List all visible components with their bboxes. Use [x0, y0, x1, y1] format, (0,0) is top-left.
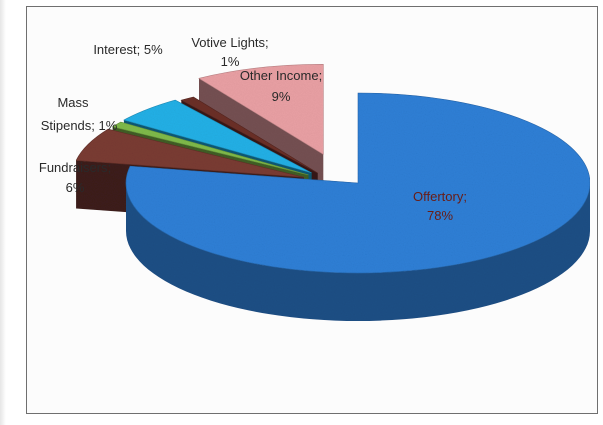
- fundraisers-label-line1: Fundraisers;: [39, 160, 111, 175]
- other-income-slice: [198, 64, 324, 155]
- votive-lights-label-line2: 1%: [221, 54, 240, 69]
- mass-stipends-label-line1: Mass: [57, 95, 89, 110]
- mass-stipends-slice: [111, 121, 309, 176]
- fundraisers-label-line2: 6%: [66, 180, 85, 195]
- offertory-label-line2: 78%: [427, 208, 453, 223]
- scan-edge: [0, 0, 6, 425]
- offertory-rim: [126, 183, 590, 321]
- votive-lights-label-line1: Votive Lights;: [191, 35, 268, 50]
- fundraisers-slice: [75, 128, 305, 178]
- offertory-label-line1: Offertory;: [413, 189, 467, 204]
- pie-slices: [75, 64, 591, 321]
- mass-stipends-label-line2: Stipends; 1%: [41, 118, 118, 133]
- votive-lights-slice: [180, 96, 318, 174]
- interest-slice: [123, 99, 312, 174]
- data-labels: Offertory; 78% Fundraisers; 6% Mass Stip…: [39, 35, 467, 223]
- other-income-label-line2: 9%: [272, 89, 291, 104]
- offertory-slice: [125, 92, 591, 274]
- other-income-label-line1: Other Income;: [240, 68, 322, 83]
- interest-label: Interest; 5%: [93, 42, 163, 57]
